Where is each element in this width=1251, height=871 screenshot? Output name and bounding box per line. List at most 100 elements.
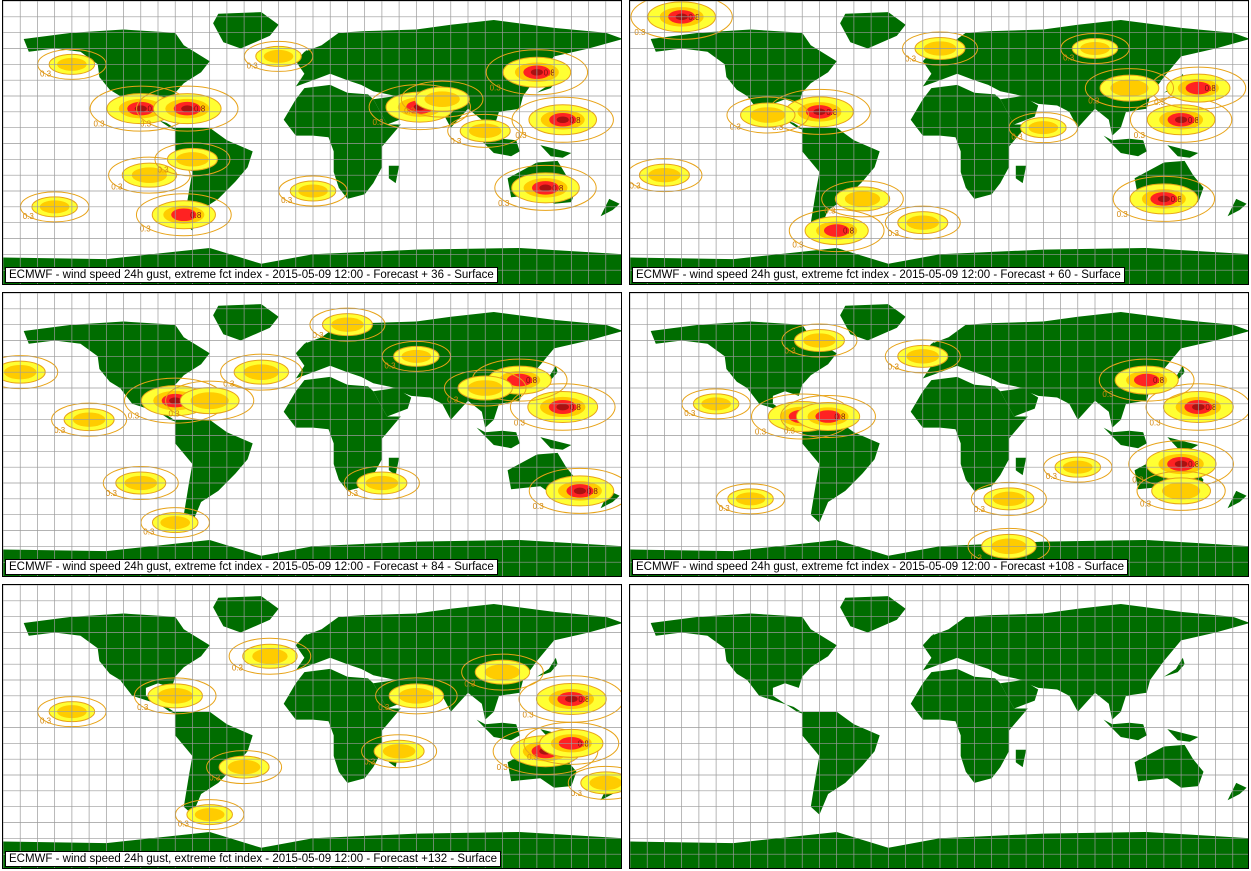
efi-area — [567, 765, 621, 800]
contour-label: 0.3 — [888, 363, 900, 372]
land-new_guinea — [1167, 729, 1199, 742]
land-layer — [3, 304, 621, 576]
contour-label: 0.3 — [137, 703, 149, 712]
land-arabia — [1000, 680, 1039, 709]
contour-label: 0.3 — [1117, 210, 1129, 219]
contour-label: 0.3 — [755, 428, 767, 437]
peak-label: 0.8 — [1188, 460, 1200, 469]
contour-label: 0.3 — [40, 69, 52, 78]
land-south_america — [175, 419, 253, 523]
contour-label: 0.3 — [522, 711, 534, 720]
graticule — [3, 1, 621, 284]
land-south_america — [802, 127, 880, 231]
map-panel-5: 0.30.80.30.80.30.80.30.30.30.30.30.30.30… — [3, 585, 621, 868]
contour-label: 0.3 — [347, 489, 359, 498]
land-australia — [1134, 744, 1204, 788]
efi-area — [780, 395, 876, 438]
contour-label: 0.3 — [364, 757, 376, 766]
contour-label: 0.3 — [312, 331, 324, 340]
contour-label: 0.3 — [281, 196, 293, 205]
efi-area — [135, 193, 232, 237]
peak-label: 0.8 — [843, 227, 855, 236]
land-arabia — [373, 388, 412, 417]
contour-label: 0.3 — [1046, 472, 1058, 481]
land-indonesia — [1103, 427, 1147, 449]
contour-label: 0.3 — [128, 412, 140, 421]
contour-label: 0.3 — [527, 753, 539, 762]
map-caption-3: ECMWF - wind speed 24h gust, extreme fct… — [5, 559, 498, 575]
peak-label: 0.8 — [578, 695, 590, 704]
contour-label: 0.3 — [792, 240, 804, 249]
efi-area — [509, 383, 616, 431]
contour-label: 0.3 — [93, 120, 105, 129]
land-eurasia — [922, 604, 1248, 720]
contour-label: 0.3 — [533, 502, 545, 511]
land-new_zealand — [1227, 490, 1247, 509]
peak-label: 0.8 — [1205, 84, 1217, 93]
panel-4: 0.30.80.30.80.30.80.30.80.30.30.80.30.30… — [629, 292, 1249, 577]
contour-label: 0.3 — [232, 664, 244, 673]
contour-label: 0.3 — [1088, 97, 1100, 106]
peak-label: 0.8 — [526, 376, 538, 385]
land-arabia — [1000, 388, 1039, 417]
contour-label: 0.3 — [1063, 54, 1075, 63]
graticule — [3, 585, 621, 868]
peak-label: 0.8 — [190, 211, 202, 220]
contour-label: 0.3 — [40, 717, 52, 726]
land-madagascar — [1015, 749, 1027, 768]
efi-area — [511, 96, 614, 143]
graticule — [630, 585, 1248, 868]
land-eurasia — [922, 312, 1248, 428]
contour-label: 0.3 — [378, 703, 390, 712]
contour-label: 0.3 — [571, 789, 583, 798]
land-new_guinea — [540, 145, 572, 158]
land-indonesia — [476, 427, 520, 449]
map-panel-4: 0.30.80.30.80.30.80.30.80.30.30.80.30.30… — [630, 293, 1248, 576]
land-japan — [1163, 657, 1185, 677]
land-layer — [630, 596, 1248, 868]
contour-label: 0.3 — [784, 426, 796, 435]
land-south_america — [175, 711, 253, 815]
land-new_zealand — [1227, 198, 1247, 217]
contour-label: 0.3 — [498, 199, 510, 208]
contour-label: 0.3 — [971, 554, 983, 563]
peak-label: 0.8 — [688, 13, 700, 22]
land-eurasia — [295, 604, 621, 720]
land-madagascar — [1015, 457, 1027, 476]
land-new_zealand — [600, 490, 620, 509]
land-greenland — [840, 304, 906, 341]
contour-label: 0.3 — [730, 122, 742, 131]
contour-label: 0.3 — [824, 206, 836, 215]
map-caption-2: ECMWF - wind speed 24h gust, extreme fct… — [632, 267, 1125, 283]
contour-label: 0.3 — [464, 679, 476, 688]
contour-label: 0.3 — [372, 118, 384, 127]
panel-2: 0.3 0.8 0.3 0.8 0.3 0.3 0.8 0.3 0.8 0.3 0.3 0.8 0.3 0… — [629, 0, 1249, 285]
land-new_zealand — [1227, 782, 1247, 801]
map-panel-3: 0.30.80.30.30.80.30.80.30.80.30.30.30.30… — [3, 293, 621, 576]
map-caption-4: ECMWF - wind speed 24h gust, extreme fct… — [632, 559, 1129, 575]
peak-label: 0.8 — [1171, 195, 1183, 204]
contour-label: 0.3 — [404, 107, 416, 116]
contour-label: 0.3 — [106, 489, 118, 498]
land-japan — [536, 657, 558, 677]
peak-label: 0.8 — [834, 413, 846, 422]
land-eurasia — [295, 312, 621, 428]
contour-label: 0.3 — [169, 409, 181, 418]
graticule — [630, 1, 1248, 284]
contour-label: 0.3 — [178, 820, 190, 829]
land-eurasia — [922, 20, 1248, 136]
contour-label: 0.3 — [1011, 133, 1023, 142]
contour-label: 0.3 — [384, 361, 396, 370]
land-indonesia — [1103, 135, 1147, 157]
land-new_guinea — [1167, 145, 1199, 158]
map-panel-6 — [630, 585, 1248, 868]
contour-label: 0.3 — [447, 395, 459, 404]
land-greenland — [213, 12, 279, 49]
contour-label: 0.3 — [54, 426, 66, 435]
land-indonesia — [1103, 719, 1147, 741]
contour-label: 0.3 — [209, 773, 221, 782]
land-south_america — [802, 419, 880, 523]
panel-6 — [629, 584, 1249, 869]
peak-label: 0.8 — [552, 184, 564, 193]
peak-label: 0.8 — [587, 487, 599, 496]
